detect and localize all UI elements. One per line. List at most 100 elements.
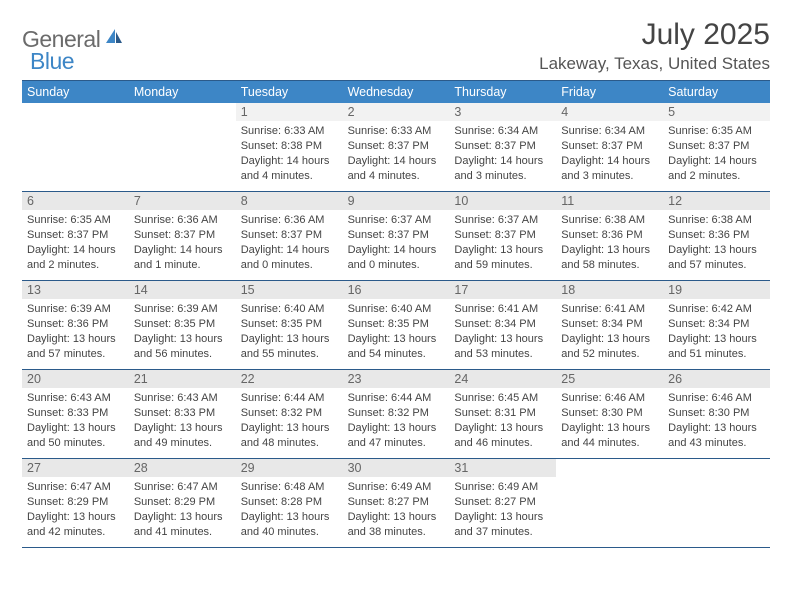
daylight-text-1: Daylight: 13 hours xyxy=(668,332,765,347)
day-cell: 13Sunrise: 6:39 AMSunset: 8:36 PMDayligh… xyxy=(22,281,129,369)
sunrise-text: Sunrise: 6:43 AM xyxy=(134,391,231,406)
daylight-text-1: Daylight: 13 hours xyxy=(454,332,551,347)
daylight-text-1: Daylight: 13 hours xyxy=(27,332,124,347)
logo-blue-wrapper: Blue xyxy=(30,48,74,75)
day-cell: 28Sunrise: 6:47 AMSunset: 8:29 PMDayligh… xyxy=(129,459,236,547)
daylight-text-2: and 46 minutes. xyxy=(454,436,551,451)
weekday-saturday: Saturday xyxy=(663,81,770,103)
sunrise-text: Sunrise: 6:40 AM xyxy=(241,302,338,317)
day-details: Sunrise: 6:33 AMSunset: 8:37 PMDaylight:… xyxy=(343,121,450,189)
daylight-text-1: Daylight: 14 hours xyxy=(348,154,445,169)
title-block: July 2025 Lakeway, Texas, United States xyxy=(539,18,770,74)
sunset-text: Sunset: 8:27 PM xyxy=(454,495,551,510)
daylight-text-1: Daylight: 13 hours xyxy=(561,243,658,258)
day-number: 21 xyxy=(129,370,236,388)
daylight-text-1: Daylight: 13 hours xyxy=(454,510,551,525)
daylight-text-1: Daylight: 14 hours xyxy=(561,154,658,169)
day-cell: 29Sunrise: 6:48 AMSunset: 8:28 PMDayligh… xyxy=(236,459,343,547)
day-details: Sunrise: 6:47 AMSunset: 8:29 PMDaylight:… xyxy=(22,477,129,545)
sunrise-text: Sunrise: 6:35 AM xyxy=(27,213,124,228)
sunrise-text: Sunrise: 6:47 AM xyxy=(27,480,124,495)
day-details: Sunrise: 6:38 AMSunset: 8:36 PMDaylight:… xyxy=(663,210,770,278)
day-number: 20 xyxy=(22,370,129,388)
weekday-tuesday: Tuesday xyxy=(236,81,343,103)
day-details: Sunrise: 6:41 AMSunset: 8:34 PMDaylight:… xyxy=(449,299,556,367)
day-number: 25 xyxy=(556,370,663,388)
day-number: 18 xyxy=(556,281,663,299)
weekday-wednesday: Wednesday xyxy=(343,81,450,103)
logo-sail-icon xyxy=(104,27,124,50)
day-details: Sunrise: 6:37 AMSunset: 8:37 PMDaylight:… xyxy=(449,210,556,278)
day-details: Sunrise: 6:38 AMSunset: 8:36 PMDaylight:… xyxy=(556,210,663,278)
daylight-text-2: and 37 minutes. xyxy=(454,525,551,540)
sunrise-text: Sunrise: 6:39 AM xyxy=(134,302,231,317)
day-number: 7 xyxy=(129,192,236,210)
daylight-text-2: and 56 minutes. xyxy=(134,347,231,362)
day-cell: 19Sunrise: 6:42 AMSunset: 8:34 PMDayligh… xyxy=(663,281,770,369)
sunrise-text: Sunrise: 6:35 AM xyxy=(668,124,765,139)
daylight-text-2: and 3 minutes. xyxy=(454,169,551,184)
daylight-text-1: Daylight: 13 hours xyxy=(134,510,231,525)
day-cell: 17Sunrise: 6:41 AMSunset: 8:34 PMDayligh… xyxy=(449,281,556,369)
daylight-text-1: Daylight: 13 hours xyxy=(561,421,658,436)
day-details: Sunrise: 6:48 AMSunset: 8:28 PMDaylight:… xyxy=(236,477,343,545)
location-text: Lakeway, Texas, United States xyxy=(539,54,770,74)
day-cell: 27Sunrise: 6:47 AMSunset: 8:29 PMDayligh… xyxy=(22,459,129,547)
daylight-text-1: Daylight: 14 hours xyxy=(668,154,765,169)
sunrise-text: Sunrise: 6:42 AM xyxy=(668,302,765,317)
sunrise-text: Sunrise: 6:37 AM xyxy=(454,213,551,228)
day-number: 29 xyxy=(236,459,343,477)
day-cell: 6Sunrise: 6:35 AMSunset: 8:37 PMDaylight… xyxy=(22,192,129,280)
weekday-friday: Friday xyxy=(556,81,663,103)
empty-cell xyxy=(129,103,236,191)
day-details: Sunrise: 6:41 AMSunset: 8:34 PMDaylight:… xyxy=(556,299,663,367)
daylight-text-2: and 49 minutes. xyxy=(134,436,231,451)
daylight-text-2: and 3 minutes. xyxy=(561,169,658,184)
sunrise-text: Sunrise: 6:41 AM xyxy=(561,302,658,317)
day-number: 14 xyxy=(129,281,236,299)
sunrise-text: Sunrise: 6:44 AM xyxy=(348,391,445,406)
sunrise-text: Sunrise: 6:33 AM xyxy=(348,124,445,139)
day-cell: 14Sunrise: 6:39 AMSunset: 8:35 PMDayligh… xyxy=(129,281,236,369)
sunset-text: Sunset: 8:35 PM xyxy=(241,317,338,332)
day-cell: 11Sunrise: 6:38 AMSunset: 8:36 PMDayligh… xyxy=(556,192,663,280)
day-cell: 22Sunrise: 6:44 AMSunset: 8:32 PMDayligh… xyxy=(236,370,343,458)
day-cell: 25Sunrise: 6:46 AMSunset: 8:30 PMDayligh… xyxy=(556,370,663,458)
day-details: Sunrise: 6:46 AMSunset: 8:30 PMDaylight:… xyxy=(556,388,663,456)
day-cell: 2Sunrise: 6:33 AMSunset: 8:37 PMDaylight… xyxy=(343,103,450,191)
daylight-text-2: and 43 minutes. xyxy=(668,436,765,451)
sunrise-text: Sunrise: 6:37 AM xyxy=(348,213,445,228)
sunset-text: Sunset: 8:29 PM xyxy=(27,495,124,510)
weeks-grid: 1Sunrise: 6:33 AMSunset: 8:38 PMDaylight… xyxy=(22,103,770,548)
daylight-text-2: and 52 minutes. xyxy=(561,347,658,362)
sunrise-text: Sunrise: 6:43 AM xyxy=(27,391,124,406)
sunset-text: Sunset: 8:37 PM xyxy=(27,228,124,243)
sunrise-text: Sunrise: 6:39 AM xyxy=(27,302,124,317)
daylight-text-1: Daylight: 13 hours xyxy=(241,421,338,436)
daylight-text-1: Daylight: 13 hours xyxy=(454,421,551,436)
day-details: Sunrise: 6:34 AMSunset: 8:37 PMDaylight:… xyxy=(556,121,663,189)
day-number: 10 xyxy=(449,192,556,210)
daylight-text-2: and 59 minutes. xyxy=(454,258,551,273)
sunset-text: Sunset: 8:27 PM xyxy=(348,495,445,510)
day-details: Sunrise: 6:45 AMSunset: 8:31 PMDaylight:… xyxy=(449,388,556,456)
day-details: Sunrise: 6:43 AMSunset: 8:33 PMDaylight:… xyxy=(22,388,129,456)
day-details: Sunrise: 6:39 AMSunset: 8:35 PMDaylight:… xyxy=(129,299,236,367)
day-details: Sunrise: 6:39 AMSunset: 8:36 PMDaylight:… xyxy=(22,299,129,367)
daylight-text-2: and 2 minutes. xyxy=(668,169,765,184)
day-cell: 26Sunrise: 6:46 AMSunset: 8:30 PMDayligh… xyxy=(663,370,770,458)
day-number: 28 xyxy=(129,459,236,477)
day-cell: 7Sunrise: 6:36 AMSunset: 8:37 PMDaylight… xyxy=(129,192,236,280)
day-cell: 5Sunrise: 6:35 AMSunset: 8:37 PMDaylight… xyxy=(663,103,770,191)
empty-cell xyxy=(663,459,770,547)
sunrise-text: Sunrise: 6:46 AM xyxy=(668,391,765,406)
logo-blue-text: Blue xyxy=(30,48,74,74)
daylight-text-1: Daylight: 13 hours xyxy=(454,243,551,258)
header: General July 2025 Lakeway, Texas, United… xyxy=(22,18,770,74)
day-details: Sunrise: 6:44 AMSunset: 8:32 PMDaylight:… xyxy=(343,388,450,456)
sunset-text: Sunset: 8:30 PM xyxy=(668,406,765,421)
day-cell: 20Sunrise: 6:43 AMSunset: 8:33 PMDayligh… xyxy=(22,370,129,458)
day-details: Sunrise: 6:36 AMSunset: 8:37 PMDaylight:… xyxy=(129,210,236,278)
daylight-text-2: and 50 minutes. xyxy=(27,436,124,451)
daylight-text-2: and 57 minutes. xyxy=(27,347,124,362)
